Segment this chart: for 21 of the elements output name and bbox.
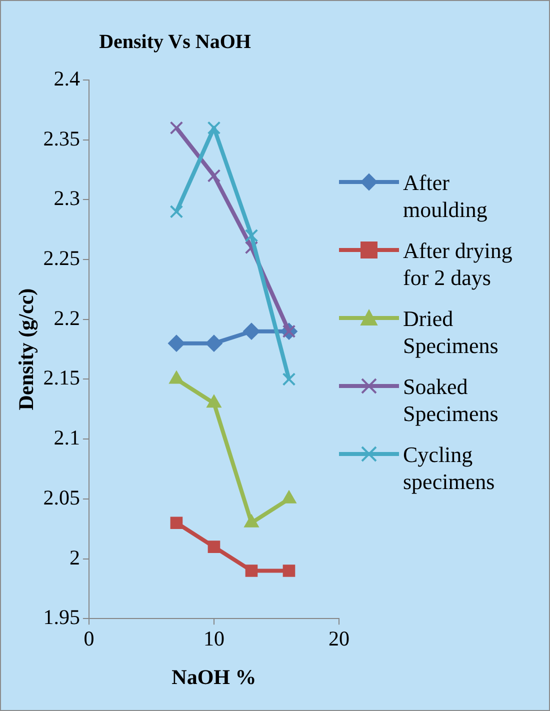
legend-label: Dried Specimens <box>403 305 500 359</box>
y-tick-label: 2.2 <box>54 306 80 330</box>
y-tick-label: 2.3 <box>54 186 80 210</box>
y-tick-label: 1.95 <box>43 605 80 630</box>
y-tick-label: 2.1 <box>54 426 80 450</box>
x-tick-label: 10 <box>203 626 224 651</box>
y-tick-label: 2 <box>69 545 80 570</box>
y-tick-label: 2.05 <box>43 485 80 510</box>
legend-label: Cycling specimens <box>403 441 496 495</box>
legend-label: After drying for 2 days <box>403 237 514 291</box>
chart-title: Density Vs NaOH <box>99 31 252 54</box>
legend-label: Soaked Specimens <box>403 373 500 427</box>
legend-label: After moulding <box>403 169 488 223</box>
y-tick-label: 2.15 <box>43 366 80 390</box>
x-axis-title: NaOH % <box>172 664 256 689</box>
y-tick-label: 2.25 <box>43 246 80 270</box>
y-tick-label: 2.4 <box>54 66 80 91</box>
x-tick-label: 0 <box>84 626 94 651</box>
y-axis-title: Density (g/cc) <box>14 288 38 410</box>
y-tick-label: 2.35 <box>43 126 80 150</box>
x-tick-label: 20 <box>328 626 350 651</box>
